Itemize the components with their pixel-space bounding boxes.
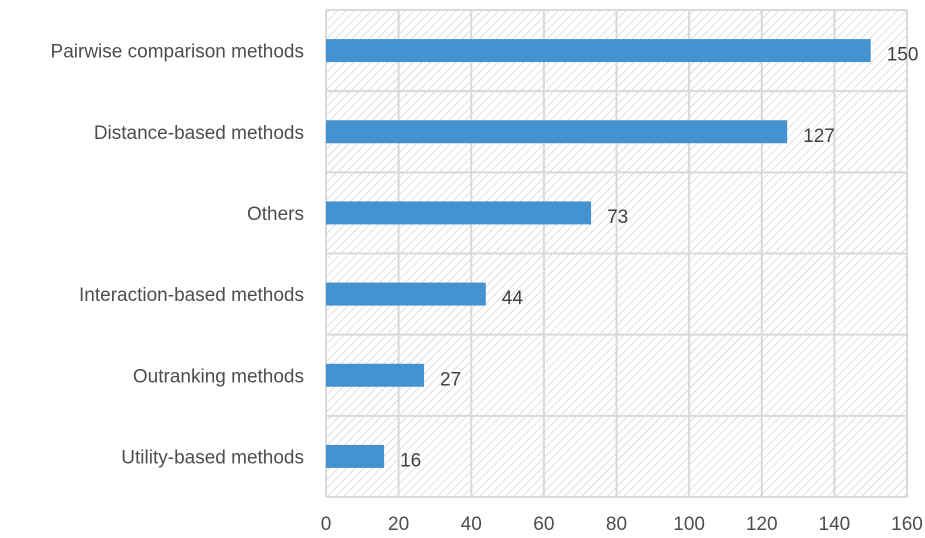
- x-tick-label: 40: [461, 514, 482, 535]
- data-label: 150: [887, 45, 919, 66]
- data-label: 27: [440, 369, 461, 390]
- category-label: Pairwise comparison methods: [51, 42, 304, 63]
- x-tick-label: 80: [606, 514, 627, 535]
- category-label: Others: [247, 204, 304, 225]
- bar: [326, 444, 385, 468]
- data-label: 127: [803, 126, 835, 147]
- category-label: Utility-based methods: [121, 447, 304, 468]
- category-label: Distance-based methods: [94, 123, 304, 144]
- data-label: 44: [502, 288, 524, 309]
- bar: [326, 39, 871, 63]
- category-label: Interaction-based methods: [79, 285, 304, 306]
- category-label: Outranking methods: [133, 366, 304, 387]
- x-tick-label: 20: [388, 514, 409, 535]
- bar: [326, 282, 486, 306]
- x-tick-label: 100: [673, 514, 705, 535]
- bar: [326, 120, 788, 144]
- x-tick-label: 160: [891, 514, 923, 535]
- data-label: 16: [400, 450, 421, 471]
- x-tick-label: 120: [746, 514, 778, 535]
- x-tick-label: 0: [321, 514, 332, 535]
- bar: [326, 201, 592, 225]
- x-tick-label: 60: [533, 514, 554, 535]
- bar: [326, 363, 425, 387]
- data-label: 73: [607, 207, 628, 228]
- x-tick-label: 140: [819, 514, 851, 535]
